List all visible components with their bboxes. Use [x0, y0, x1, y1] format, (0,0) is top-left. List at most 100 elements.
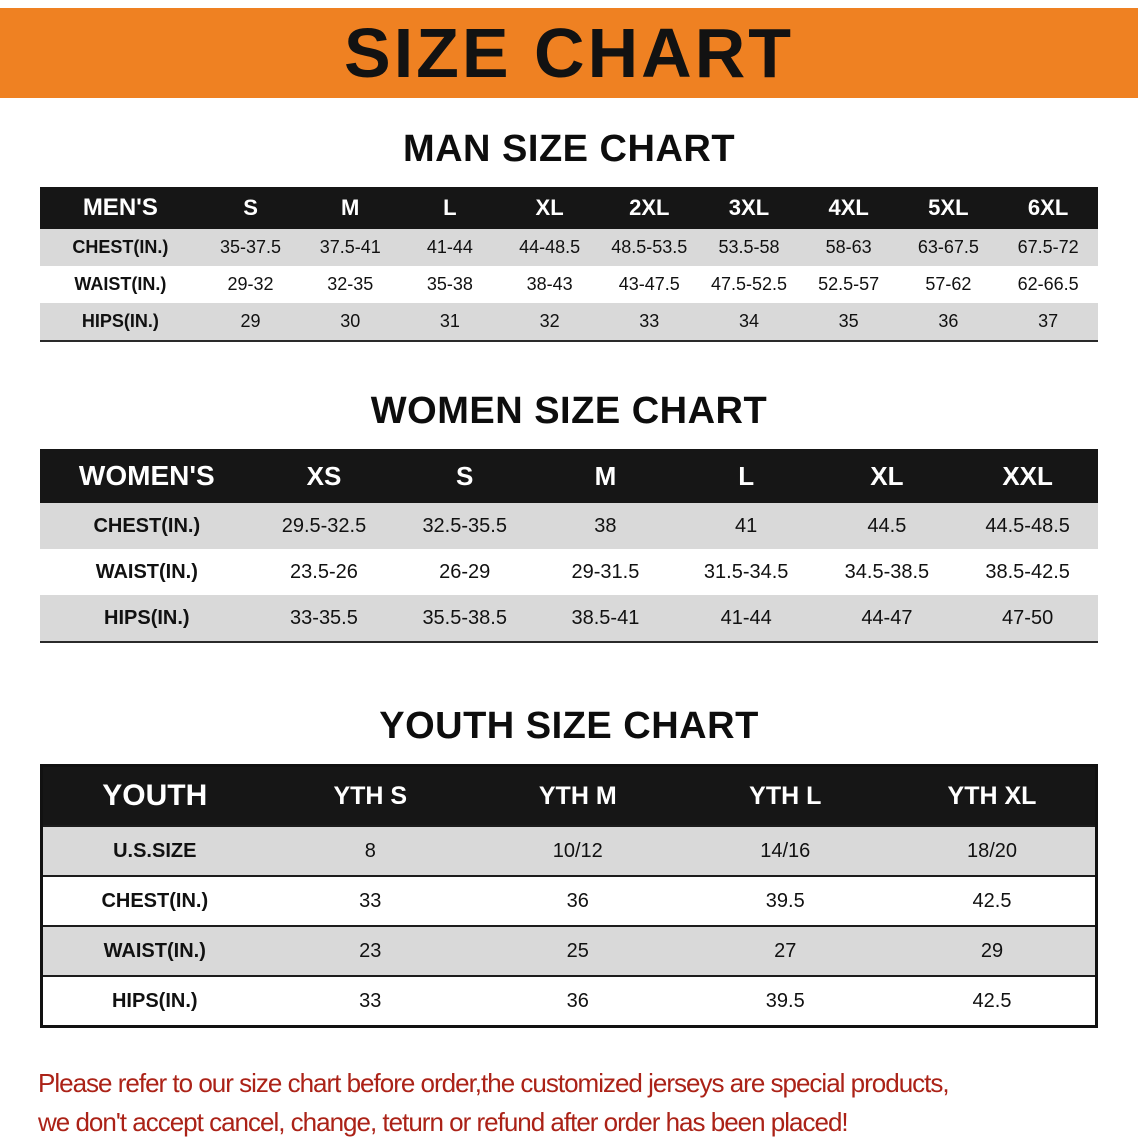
- value-cell: 38.5-41: [571, 606, 640, 629]
- table-row: CHEST(IN.) 29.5-32.5 32.5-35.5 38 41 44.5 44.5…: [40, 503, 1098, 549]
- table-row: WAIST(IN.) 23 25 27 29: [41, 925, 1097, 976]
- value-cell: 36: [474, 975, 682, 1027]
- value-cell: 29: [240, 311, 261, 331]
- section-men: MAN SIZE CHART MEN'S S M L XL 2XL 3XL 4XL 5XL 6XL…: [0, 128, 1138, 342]
- table-header-row: YOUTH YTH S YTH M YTH L YTH XL: [41, 765, 1097, 826]
- size-header-cell: 3XL: [699, 187, 799, 229]
- measurement-label-cell: CHEST(IN.): [41, 875, 267, 926]
- value-cell: 34: [738, 311, 759, 331]
- youth-section-heading: YOUTH SIZE CHART: [379, 705, 759, 747]
- value-cell: 47-50: [1002, 606, 1054, 629]
- value-cell: 34.5-38.5: [844, 560, 930, 583]
- measurement-label-cell: HIPS(IN.): [104, 606, 190, 629]
- value-cell: 35.5-38.5: [422, 606, 507, 629]
- men-section-heading: MAN SIZE CHART: [402, 128, 736, 170]
- value-cell: 32: [539, 311, 560, 331]
- size-header-cell: M: [300, 187, 401, 229]
- table-header-row: MEN'S S M L XL 2XL 3XL 4XL 5XL 6XL: [40, 187, 1098, 229]
- size-header-cell: 2XL: [599, 187, 700, 229]
- value-cell: 37: [1038, 311, 1059, 331]
- value-cell: 67.5-72: [1017, 237, 1079, 257]
- value-cell: 8: [266, 825, 475, 876]
- table-row: U.S.SIZE 8 10/12 14/16 18/20: [41, 825, 1097, 876]
- value-cell: 39.5: [681, 875, 889, 926]
- table-row: CHEST(IN.) 35-37.5 37.5-41 41-44 44-48.5 48.5…: [40, 229, 1098, 266]
- size-chart-page: SIZE CHART MAN SIZE CHART MEN'S S M L XL 2XL 3…: [0, 8, 1138, 1142]
- disclaimer-line-2: we don't accept cancel, change, teturn o…: [38, 1107, 849, 1137]
- measurement-label-cell: HIPS(IN.): [41, 975, 267, 1027]
- size-header-cell: YTH M: [474, 765, 682, 826]
- value-cell: 62-66.5: [1017, 274, 1079, 294]
- value-cell: 47.5-52.5: [710, 274, 787, 294]
- measurement-label-cell: U.S.SIZE: [41, 825, 267, 876]
- value-cell: 29.5-32.5: [281, 514, 367, 537]
- size-header-cell: L: [400, 187, 500, 229]
- value-cell: 32.5-35.5: [422, 514, 507, 537]
- value-cell: 53.5-58: [718, 237, 780, 257]
- value-cell: 25: [474, 925, 682, 976]
- value-cell: 38.5-42.5: [985, 560, 1070, 583]
- value-cell: 42.5: [889, 875, 1097, 926]
- value-cell: 27: [681, 925, 889, 976]
- table-row: WAIST(IN.) 23.5-26 26-29 29-31.5 31.5-34.5 34…: [40, 549, 1098, 595]
- page-title: SIZE CHART: [344, 14, 794, 92]
- value-cell: 10/12: [474, 825, 682, 876]
- size-header-cell: XL: [499, 187, 600, 229]
- value-cell: 23.5-26: [290, 560, 358, 583]
- value-cell: 33: [266, 875, 475, 926]
- disclaimer-line-1: Please refer to our size chart before or…: [38, 1068, 950, 1098]
- table-title-cell: WOMEN'S: [40, 449, 254, 503]
- women-size-table: WOMEN'S XS S M L XL XXL CHEST(IN.) 29.5-32.5 32.5…: [40, 449, 1098, 643]
- section-youth: YOUTH SIZE CHART YOUTH YTH S YTH M YTH L YTH…: [0, 705, 1138, 1028]
- measurement-label-cell: CHEST(IN.): [72, 237, 169, 257]
- value-cell: 33: [639, 311, 660, 331]
- size-header-cell: M: [535, 449, 676, 503]
- value-cell: 42.5: [889, 975, 1097, 1027]
- value-cell: 30: [340, 311, 361, 331]
- banner: SIZE CHART: [0, 8, 1138, 98]
- table-row: HIPS(IN.) 33-35.5 35.5-38.5 38.5-41 41-44 44-…: [40, 595, 1098, 642]
- table-header-row: WOMEN'S XS S M L XL XXL: [40, 449, 1098, 503]
- value-cell: 43-47.5: [618, 274, 680, 294]
- value-cell: 35: [838, 311, 859, 331]
- size-header-cell: 5XL: [898, 187, 999, 229]
- disclaimer: Please refer to our size chart before or…: [0, 1064, 1138, 1142]
- value-cell: 23: [266, 925, 475, 976]
- value-cell: 44.5: [867, 514, 907, 537]
- men-size-table: MEN'S S M L XL 2XL 3XL 4XL 5XL 6XL CHEST(IN.) 35-37…: [40, 187, 1098, 342]
- size-header-cell: XXL: [957, 449, 1098, 503]
- women-section-heading: WOMEN SIZE CHART: [370, 390, 768, 432]
- value-cell: 58-63: [825, 237, 872, 257]
- value-cell: 41: [735, 514, 758, 537]
- size-header-cell: 6XL: [998, 187, 1098, 229]
- measurement-label-cell: CHEST(IN.): [93, 514, 201, 537]
- value-cell: 31: [439, 311, 460, 331]
- value-cell: 37.5-41: [319, 237, 381, 257]
- value-cell: 32-35: [327, 274, 374, 294]
- value-cell: 36: [474, 875, 682, 926]
- table-row: HIPS(IN.) 33 36 39.5 42.5: [41, 975, 1097, 1027]
- size-header-cell: YTH XL: [889, 765, 1097, 826]
- value-cell: 29: [889, 925, 1097, 976]
- value-cell: 31.5-34.5: [703, 560, 789, 583]
- value-cell: 26-29: [439, 560, 491, 583]
- value-cell: 29-32: [227, 274, 274, 294]
- value-cell: 44.5-48.5: [985, 514, 1070, 537]
- value-cell: 52.5-57: [818, 274, 880, 294]
- measurement-label-cell: WAIST(IN.): [74, 274, 167, 294]
- table-title-cell: YOUTH: [41, 765, 267, 826]
- value-cell: 38-43: [526, 274, 573, 294]
- measurement-label-cell: WAIST(IN.): [41, 925, 267, 976]
- value-cell: 48.5-53.5: [611, 237, 688, 257]
- size-header-cell: XL: [816, 449, 958, 503]
- table-row: HIPS(IN.) 29 30 31 32 33 34 35 36 37: [40, 303, 1098, 341]
- value-cell: 36: [938, 311, 959, 331]
- size-header-cell: 4XL: [798, 187, 899, 229]
- value-cell: 44-48.5: [519, 237, 581, 257]
- value-cell: 44-47: [861, 606, 913, 629]
- value-cell: 57-62: [925, 274, 972, 294]
- value-cell: 18/20: [889, 825, 1097, 876]
- table-row: CHEST(IN.) 33 36 39.5 42.5: [41, 875, 1097, 926]
- value-cell: 35-38: [426, 274, 473, 294]
- size-header-cell: XS: [253, 449, 395, 503]
